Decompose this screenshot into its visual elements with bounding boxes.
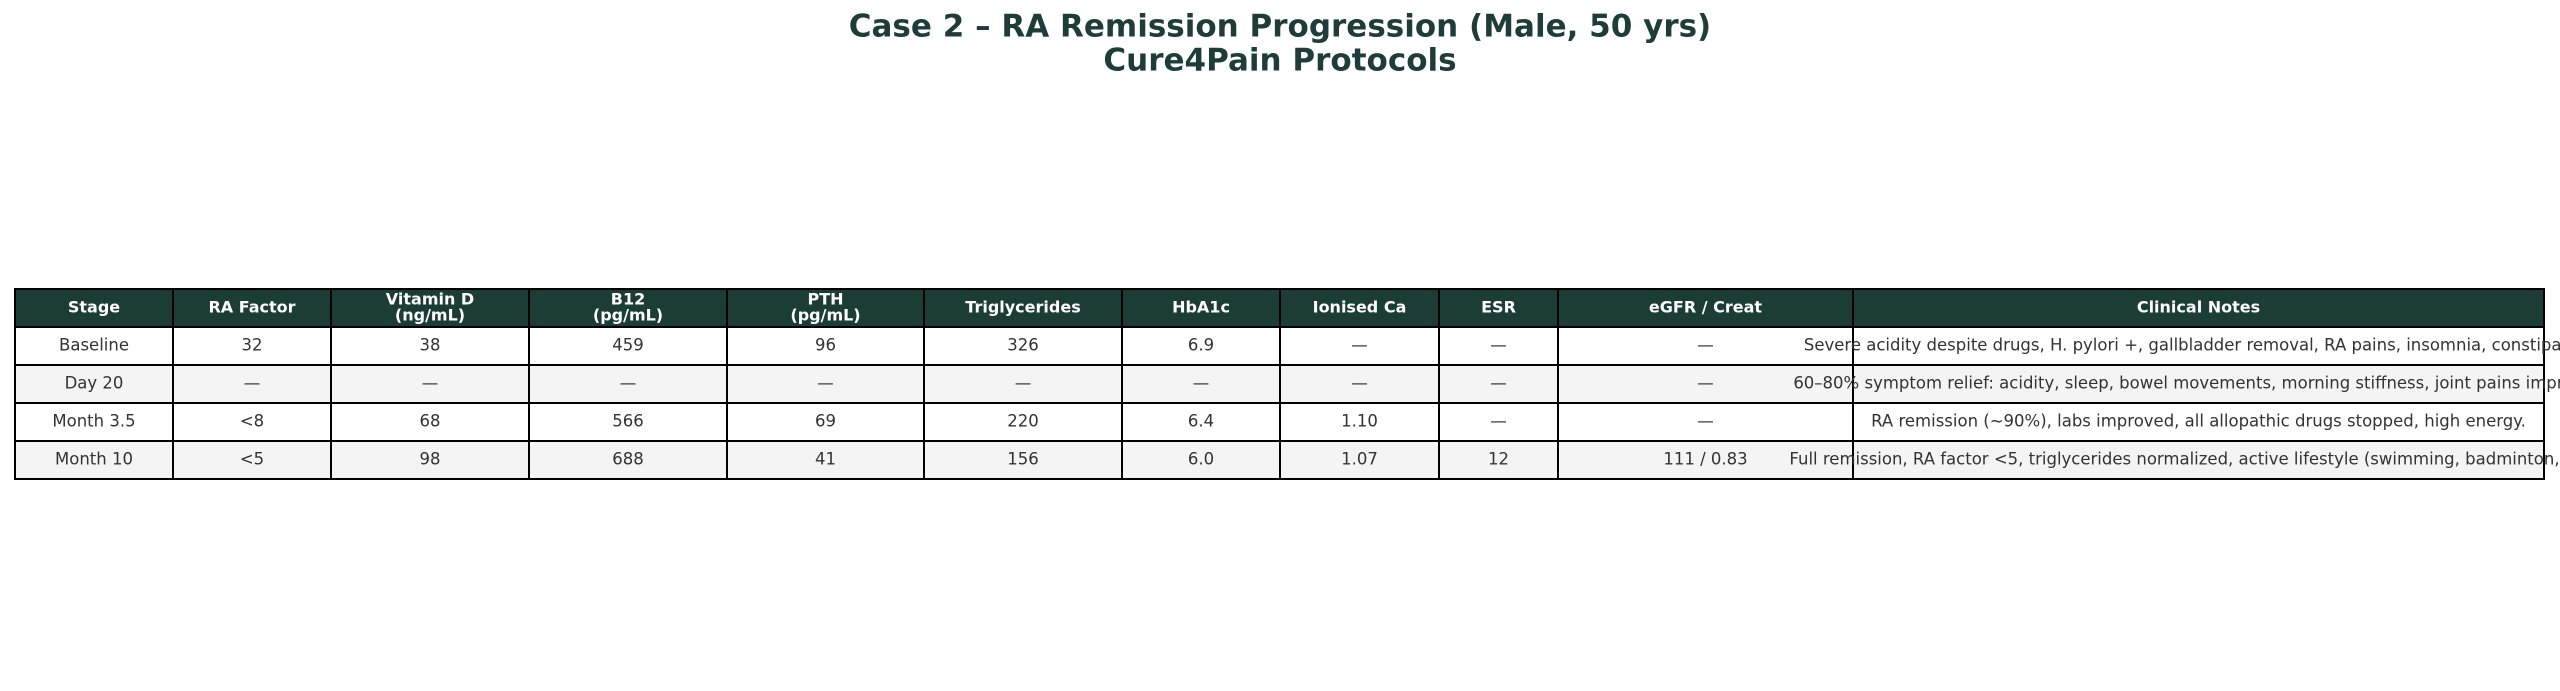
cell-bg: [923, 364, 1123, 404]
column-header: ESR: [1481, 298, 1516, 317]
table-cell: —: [1697, 336, 1714, 355]
table-cell: 38: [420, 336, 441, 355]
cell-bg: [1438, 440, 1559, 480]
clinical-note: 60–80% symptom relief: acidity, sleep, b…: [1793, 374, 2560, 393]
cell-bg: [1279, 440, 1440, 480]
table-cell: Day 20: [65, 374, 124, 393]
table-cell: —: [244, 374, 261, 393]
cell-bg: [1557, 326, 1854, 366]
column-header: HbA1c: [1172, 298, 1230, 317]
table-cell: 688: [612, 450, 644, 469]
cell-bg: [923, 440, 1123, 480]
table-cell: 41: [815, 450, 836, 469]
table-cell: Month 10: [55, 450, 133, 469]
header-cell: [1852, 288, 2545, 328]
cell-bg: [1279, 364, 1440, 404]
column-header: Clinical Notes: [2137, 298, 2260, 317]
cell-bg: [726, 326, 925, 366]
cell-bg: [1121, 364, 1281, 404]
cell-bg: [528, 364, 728, 404]
cell-bg: [1557, 440, 1854, 480]
table-cell: 156: [1007, 450, 1039, 469]
table-cell: 220: [1007, 412, 1039, 431]
column-header: Vitamin D: [386, 290, 474, 309]
table-cell: 111 / 0.83: [1663, 450, 1747, 469]
table-cell: 1.07: [1341, 450, 1378, 469]
table-cell: 459: [612, 336, 644, 355]
clinical-note: RA remission (~90%), labs improved, all …: [1871, 412, 2526, 431]
table-cell: —: [1490, 336, 1507, 355]
cell-bg: [1438, 326, 1559, 366]
title: Case 2 – RA Remission Progression (Male,…: [849, 9, 1711, 45]
table-cell: —: [1490, 374, 1507, 393]
table-cell: 6.4: [1188, 412, 1214, 431]
cell-bg: [528, 326, 728, 366]
column-header: (ng/mL): [395, 306, 465, 325]
cell-bg: [172, 326, 332, 366]
table-cell: —: [422, 374, 439, 393]
column-header: Ionised Ca: [1313, 298, 1407, 317]
cell-bg: [1121, 440, 1281, 480]
table-cell: 68: [420, 412, 441, 431]
cell-bg: [14, 402, 174, 442]
table-cell: —: [1015, 374, 1032, 393]
column-header: (pg/mL): [593, 306, 663, 325]
header-cell: [172, 288, 332, 328]
column-header: RA Factor: [208, 298, 295, 317]
table-cell: <5: [240, 450, 264, 469]
table-cell: Month 3.5: [52, 412, 135, 431]
table-cell: 326: [1007, 336, 1039, 355]
title: Cure4Pain Protocols: [1103, 43, 1456, 79]
column-header: (pg/mL): [790, 306, 860, 325]
table-cell: —: [1351, 336, 1368, 355]
cell-bg: [1121, 326, 1281, 366]
cell-bg: [1852, 440, 2545, 480]
cell-bg: [14, 440, 174, 480]
table-cell: 1.10: [1341, 412, 1378, 431]
header-cell: [1438, 288, 1559, 328]
column-header: Triglycerides: [965, 298, 1080, 317]
header-cell: [14, 288, 174, 328]
column-header: B12: [611, 290, 645, 309]
cell-bg: [726, 440, 925, 480]
column-header: PTH: [807, 290, 843, 309]
table-cell: —: [1490, 412, 1507, 431]
table-cell: 6.0: [1188, 450, 1214, 469]
cell-bg: [1852, 326, 2545, 366]
cell-bg: [330, 364, 530, 404]
cell-bg: [1279, 326, 1440, 366]
table-cell: 32: [242, 336, 263, 355]
table-cell: —: [620, 374, 637, 393]
table-cell: —: [1351, 374, 1368, 393]
clinical-note: Severe acidity despite drugs, H. pylori …: [1804, 336, 2560, 355]
cell-bg: [330, 440, 530, 480]
clinical-note: Full remission, RA factor <5, triglyceri…: [1789, 450, 2560, 469]
table-cell: 98: [420, 450, 441, 469]
table-cell: 6.9: [1188, 336, 1214, 355]
table-cell: —: [1193, 374, 1210, 393]
table-cell: 566: [612, 412, 644, 431]
cell-bg: [1557, 402, 1854, 442]
table-cell: 69: [815, 412, 836, 431]
table-cell: —: [1697, 412, 1714, 431]
table-cell: 96: [815, 336, 836, 355]
table-cell: —: [1697, 374, 1714, 393]
table-cell: Baseline: [59, 336, 129, 355]
table-cell: <8: [240, 412, 264, 431]
column-header: eGFR / Creat: [1649, 298, 1763, 317]
header-cell: [1121, 288, 1281, 328]
cell-bg: [1279, 402, 1440, 442]
cell-bg: [726, 402, 925, 442]
table-cell: 12: [1488, 450, 1509, 469]
cell-bg: [1438, 402, 1559, 442]
column-header: Stage: [68, 298, 120, 317]
table-cell: —: [817, 374, 834, 393]
